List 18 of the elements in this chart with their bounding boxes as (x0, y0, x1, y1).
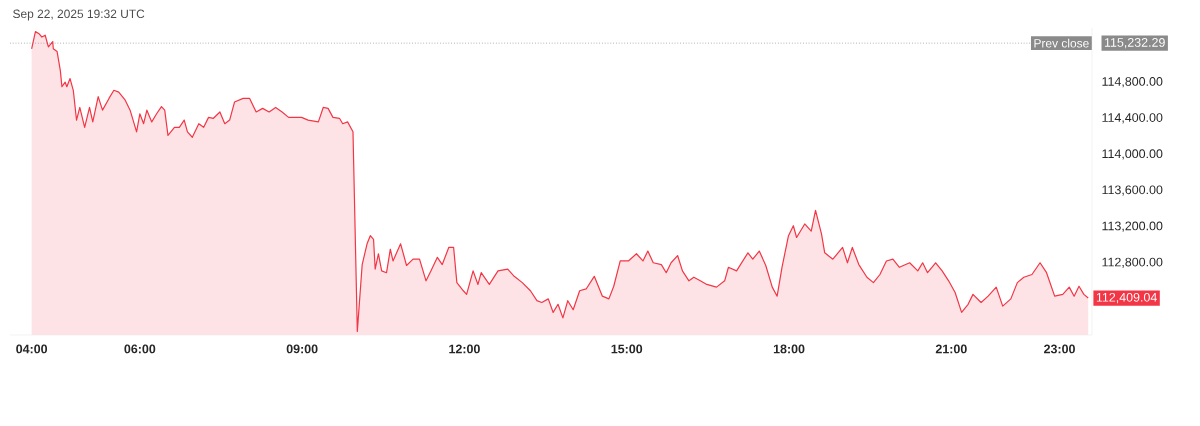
y-tick-label: 114,400.00 (1102, 113, 1163, 124)
chart-title: Sep 22, 2025 19:32 UTC (13, 9, 145, 21)
ref-line-label: Prev close (1034, 38, 1089, 48)
x-tick-label: 23:00 (1044, 344, 1075, 354)
x-tick-label: 15:00 (611, 344, 643, 354)
x-tick-label: 21:00 (935, 344, 967, 354)
y-tick-label: 113,200.00 (1102, 221, 1163, 232)
x-tick-label: 04:00 (16, 344, 48, 354)
x-tick-label: 06:00 (124, 344, 156, 354)
annotation: 112,409.04 (1096, 292, 1157, 304)
y-tick-label: 115,232.29 (1104, 38, 1165, 49)
y-tick-label: 114,000.00 (1102, 149, 1163, 160)
x-tick-label: 09:00 (286, 344, 318, 354)
x-tick-label: 12:00 (449, 344, 480, 354)
x-tick-label: 18:00 (773, 344, 805, 354)
y-tick-label: 112,800.00 (1102, 257, 1163, 268)
y-tick-label: 113,600.00 (1102, 185, 1163, 196)
y-tick-label: 114,800.00 (1102, 77, 1163, 88)
